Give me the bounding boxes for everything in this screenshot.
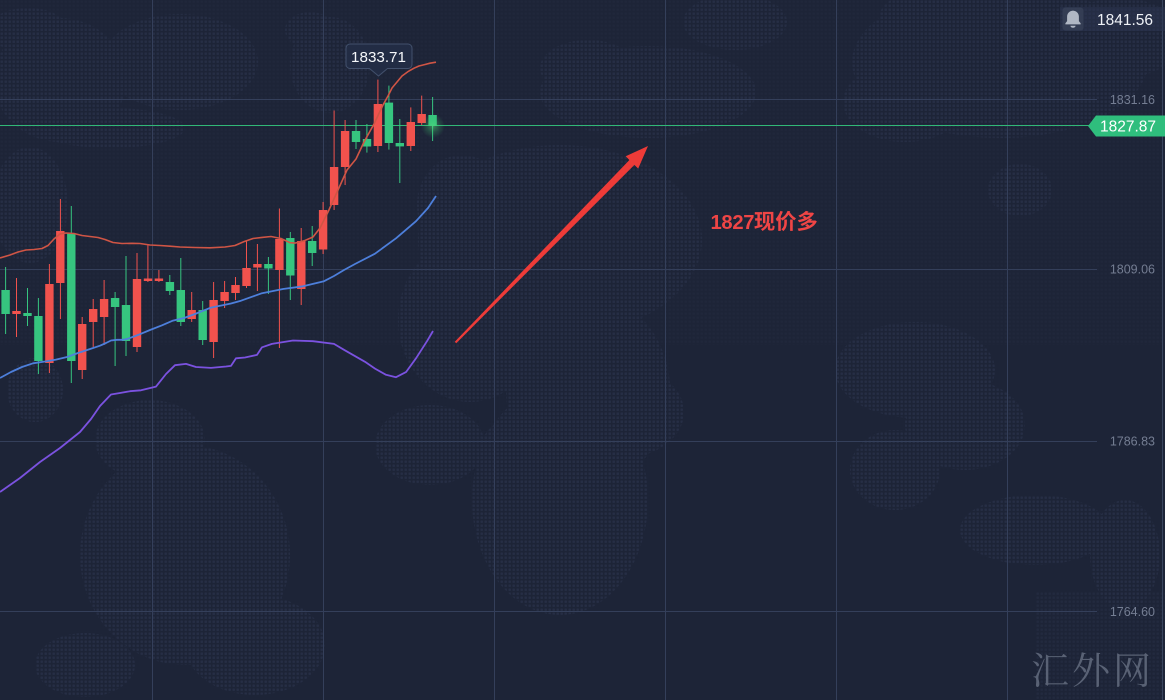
svg-text:1809.06: 1809.06	[1110, 263, 1155, 277]
svg-text:1827: 1827	[711, 212, 755, 234]
svg-text:1833.71: 1833.71	[351, 49, 406, 66]
svg-text:1764.60: 1764.60	[1110, 605, 1155, 619]
svg-text:1831.16: 1831.16	[1110, 93, 1155, 107]
svg-text:1827.87: 1827.87	[1100, 119, 1156, 136]
svg-text:1841.56: 1841.56	[1097, 12, 1153, 29]
svg-text:1786.83: 1786.83	[1110, 435, 1155, 449]
